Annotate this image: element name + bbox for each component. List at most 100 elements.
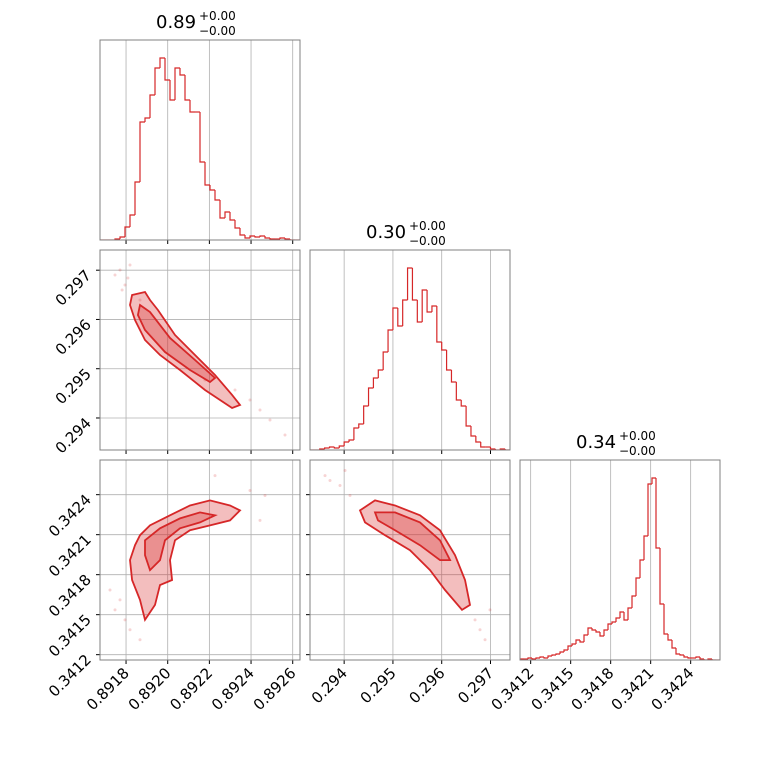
- y-tick-label: 0.296: [52, 316, 95, 359]
- contour: [373, 511, 452, 562]
- panel-frame: [519, 459, 721, 661]
- y-tick-label: 0.3412: [45, 651, 95, 701]
- histogram-bin: [406, 267, 413, 300]
- histogram-bin: [421, 289, 428, 322]
- histogram-bin: [539, 656, 544, 658]
- sample-point: [248, 489, 252, 493]
- histogram-bin: [675, 648, 680, 655]
- sample-point: [138, 638, 142, 642]
- panel-frame: [99, 459, 301, 661]
- x-tick-label: 0.296: [405, 664, 448, 707]
- histogram-bin: [119, 236, 125, 239]
- plot-area: [100, 57, 300, 240]
- histogram-bin: [387, 329, 393, 352]
- histogram-bin: [489, 447, 496, 450]
- histogram-bin: [338, 445, 345, 448]
- histogram-bin: [348, 439, 354, 442]
- histogram-bin: [377, 369, 384, 378]
- title-value: 0.34: [576, 432, 616, 453]
- sample-point: [123, 283, 127, 287]
- histogram-bin: [264, 236, 270, 239]
- histogram-bin: [504, 449, 510, 450]
- sample-point: [128, 628, 132, 632]
- histogram-bin: [520, 658, 524, 660]
- histogram-bin: [214, 190, 220, 201]
- sample-point: [338, 483, 342, 487]
- panel: 0.89180.89200.89220.89240.89260.34120.34…: [45, 459, 301, 714]
- histogram-bin: [279, 237, 285, 239]
- sample-point: [323, 474, 327, 478]
- histogram-bin: [527, 657, 532, 659]
- histogram-bin: [599, 632, 604, 637]
- histogram-bin: [234, 220, 240, 229]
- histogram-bin: [587, 627, 592, 635]
- panel-title: 0.30 +0.00 −0.00: [366, 219, 446, 248]
- sample-point: [248, 398, 252, 402]
- title-upper: +0.00: [409, 219, 446, 233]
- sample-point: [478, 628, 482, 632]
- histogram-bin: [583, 634, 588, 642]
- sample-point: [348, 493, 352, 497]
- histogram-bin: [575, 639, 580, 644]
- histogram-bin: [571, 643, 576, 646]
- histogram-bin: [224, 211, 230, 218]
- histogram-bin: [671, 640, 676, 649]
- histogram-bin: [655, 478, 660, 549]
- sample-point: [138, 298, 142, 302]
- histogram-bin: [367, 387, 374, 406]
- histogram-bin: [416, 300, 423, 323]
- histogram-bin: [149, 94, 155, 118]
- histogram-bin: [169, 80, 175, 101]
- histogram-bin: [333, 447, 340, 449]
- title-value: 0.89: [156, 12, 196, 33]
- panel-frame: [99, 39, 301, 241]
- histogram-bin: [402, 299, 408, 326]
- sample-point: [328, 479, 332, 483]
- histogram-bin: [426, 290, 432, 313]
- histogram-bin: [189, 100, 195, 113]
- histogram-bin: [179, 68, 185, 76]
- sample-point: [108, 588, 112, 592]
- histogram-bin: [244, 235, 250, 239]
- histogram-bin: [382, 351, 389, 370]
- y-tick-label: 0.3418: [45, 571, 95, 621]
- x-tick-label: 0.3421: [608, 664, 658, 714]
- sample-point: [213, 474, 217, 478]
- histogram-bin: [687, 657, 692, 659]
- histogram-bin: [239, 228, 245, 236]
- panel-frame: [309, 249, 511, 451]
- title-lower: −0.00: [409, 234, 446, 248]
- sample-point: [343, 469, 347, 473]
- histogram-bin: [249, 235, 255, 238]
- title-upper: +0.00: [619, 429, 656, 443]
- x-tick-label: 0.3415: [528, 664, 578, 714]
- x-tick-label: 0.8922: [166, 664, 216, 714]
- histogram-bin: [535, 657, 540, 659]
- histogram-bin: [639, 559, 644, 578]
- x-tick-label: 0.8920: [125, 664, 175, 714]
- histogram-bin: [643, 535, 648, 560]
- histogram-bin: [164, 58, 170, 81]
- histogram-bin: [531, 658, 536, 660]
- x-tick-label: 0.8918: [83, 664, 133, 714]
- histogram-bin: [711, 659, 716, 660]
- histogram-bin: [543, 657, 548, 659]
- histogram-bin: [324, 447, 330, 449]
- histogram-bin: [284, 238, 290, 240]
- histogram-bin: [480, 442, 486, 448]
- x-tick-label: 0.8926: [250, 664, 300, 714]
- histogram-bin: [611, 621, 616, 624]
- sample-point: [258, 518, 262, 522]
- sample-point: [258, 408, 262, 412]
- histogram-bin: [445, 350, 452, 371]
- y-tick-label: 0.3415: [45, 611, 95, 661]
- sample-point: [118, 268, 122, 272]
- histogram-bin: [475, 436, 481, 443]
- sample-point: [483, 638, 487, 642]
- sample-point: [263, 493, 267, 497]
- histogram-bin: [635, 577, 640, 596]
- sample-point: [113, 273, 117, 277]
